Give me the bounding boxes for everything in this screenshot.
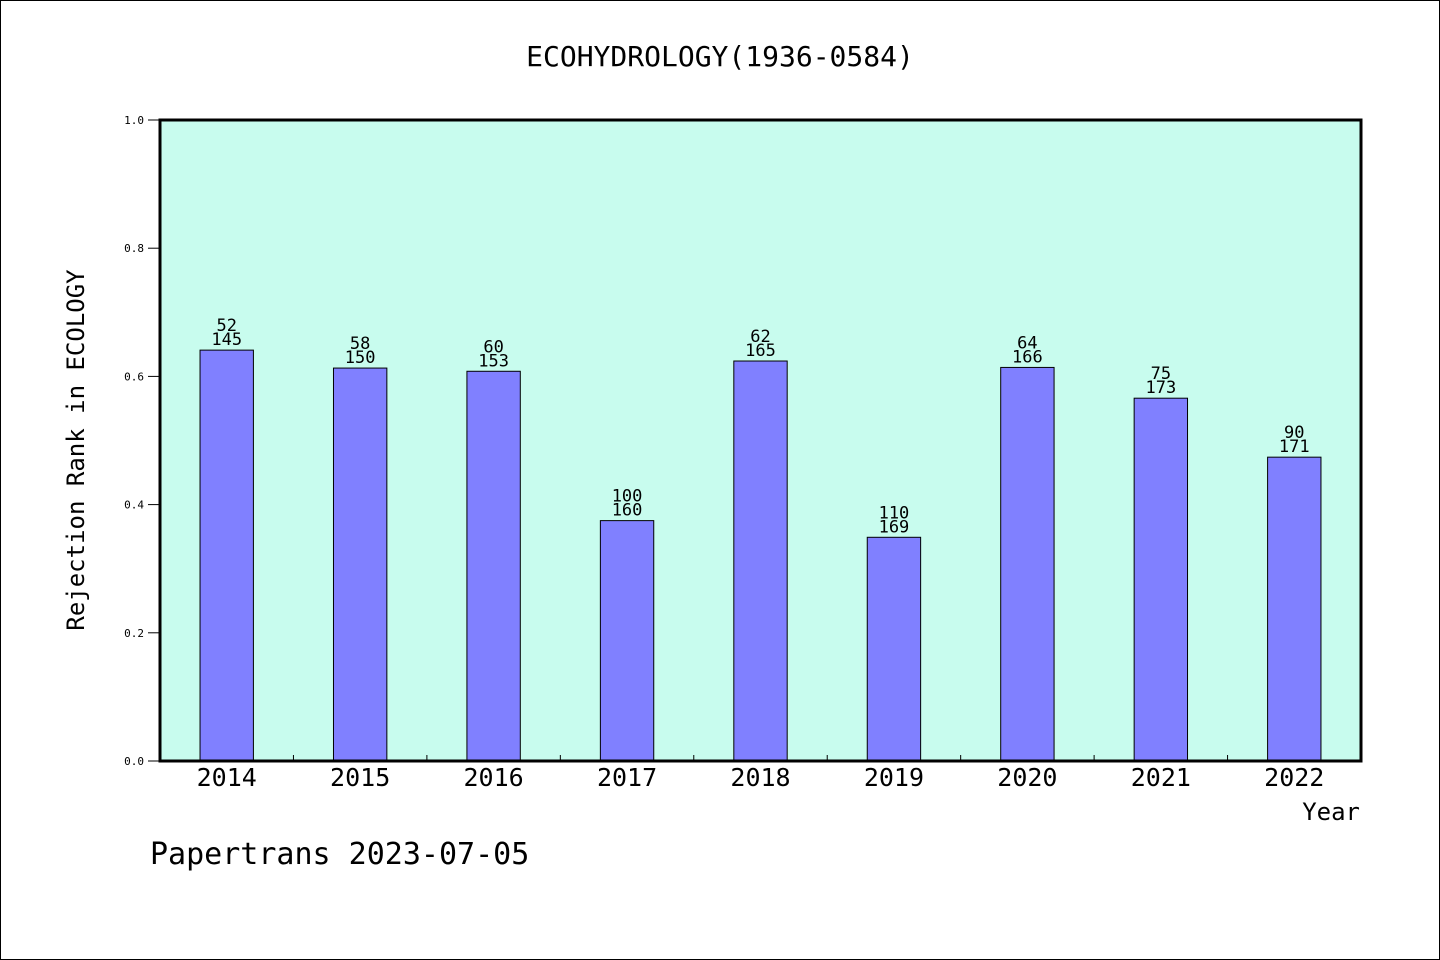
data-label-top-2022: 90 [1284,423,1304,443]
chart-title: ECOHYDROLOGY(1936-0584) [526,40,914,73]
x-tick-label-2021: 2021 [1131,763,1191,792]
bar-2020 [1000,366,1055,762]
x-axis: 2014 2015 2016 2017 2018 2019 2020 2021 2022 [197,755,1324,792]
y-tick-label: 1.0 [124,114,144,127]
data-label-bottom-2021: 173 [1145,378,1176,398]
x-tick-label-2022: 2022 [1264,763,1324,792]
x-tick-label-2016: 2016 [464,763,524,792]
footer-watermark: Papertrans 2023-07-05 [150,837,529,872]
bar-2022 [1267,456,1322,762]
data-label-top-2014: 52 [216,316,236,336]
data-label-bottom-2017: 160 [612,501,643,521]
plot-border [158,118,1363,763]
bar-2021 [1133,397,1189,762]
y-tick-label: 0.4 [124,499,144,512]
x-tick-label-2018: 2018 [730,763,790,792]
y-tick-label: 0.8 [124,242,144,255]
bar-2017 [599,520,655,762]
data-label-top-2021: 75 [1151,364,1171,384]
data-label-top-2019: 110 [879,503,910,523]
x-tick-label-2020: 2020 [997,763,1057,792]
data-label-top-2020: 64 [1017,333,1037,353]
data-label-bottom-2018: 165 [745,341,776,361]
y-axis-label: Rejection Rank in ECOLOGY [62,269,90,631]
data-label-top-2015: 58 [350,334,370,354]
data-label-bottom-2020: 166 [1012,347,1043,367]
data-label-top-2016: 60 [483,337,503,357]
data-label-bottom-2019: 169 [879,517,910,537]
y-tick-label: 0.0 [124,755,144,768]
x-tick-label-2015: 2015 [330,763,390,792]
y-tick-label: 0.6 [124,370,144,383]
x-tick-label-2017: 2017 [597,763,657,792]
bar-2015 [332,367,388,762]
bar-2018 [733,360,788,762]
x-tick-label-2014: 2014 [197,763,257,792]
bar-2014 [199,349,254,762]
data-label-top-2018: 62 [750,327,770,347]
data-label-bottom-2015: 150 [345,348,376,368]
data-label-bottom-2014: 145 [211,330,242,350]
bars-layer [199,349,1322,762]
y-tick-label: 0.2 [124,627,144,640]
data-label-top-2017: 100 [612,487,643,507]
x-axis-label: Year [1302,798,1360,826]
y-axis: 0.0 0.2 0.4 0.6 0.8 1.0 [124,114,160,768]
x-tick-label-2019: 2019 [864,763,924,792]
bar-2016 [466,370,521,762]
data-label-bottom-2016: 153 [478,351,509,371]
data-label-bottom-2022: 171 [1279,437,1310,457]
bar-2019 [866,536,922,762]
